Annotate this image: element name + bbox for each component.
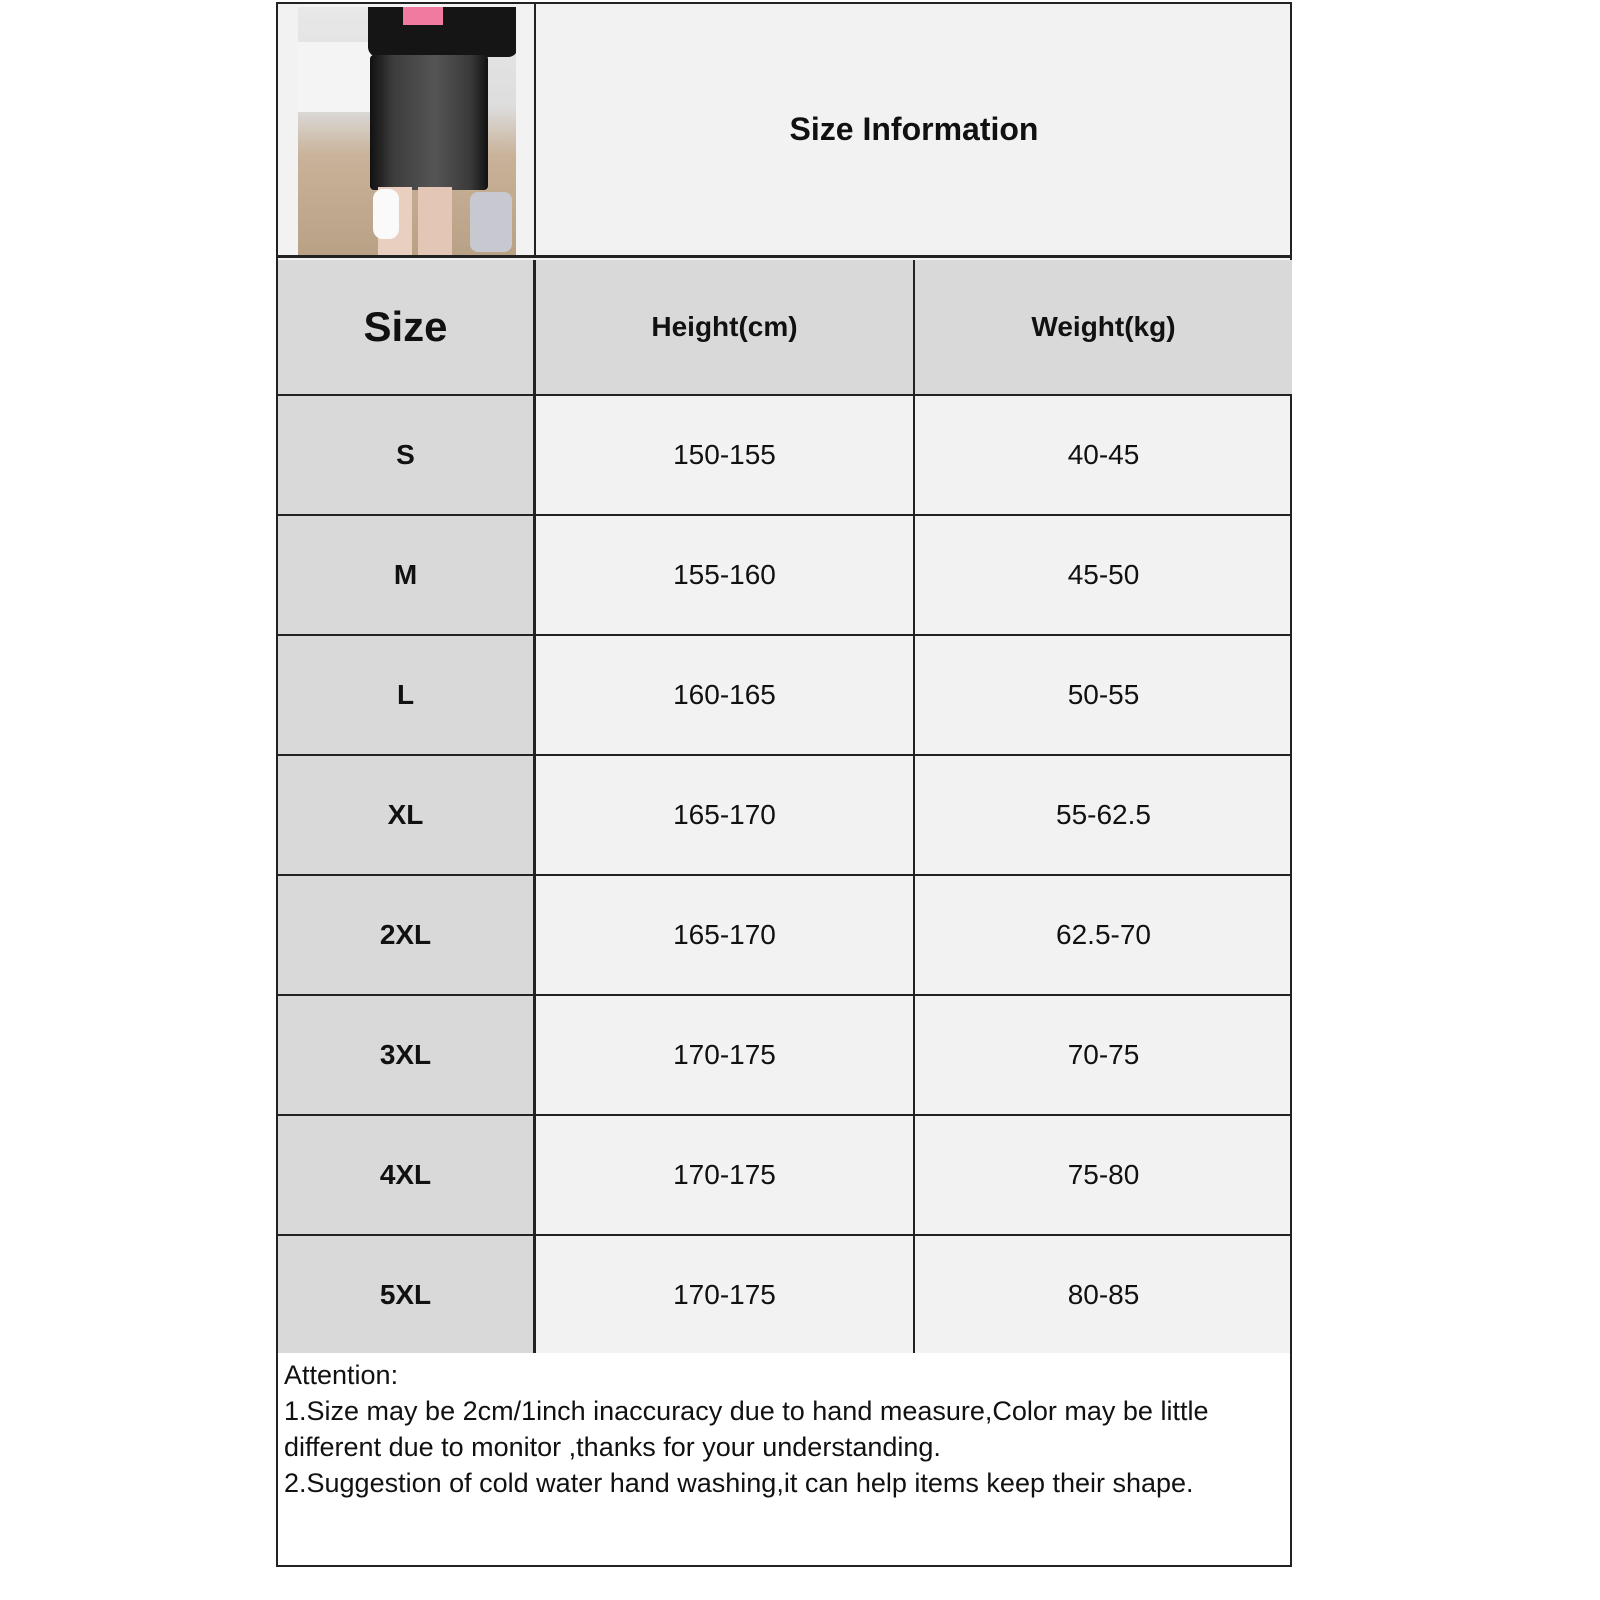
cell-size: L bbox=[278, 636, 536, 756]
cell-height: 170-175 bbox=[536, 1236, 915, 1356]
note-line: 2.Suggestion of cold water hand washing,… bbox=[284, 1468, 1194, 1498]
page-title: Size Information bbox=[536, 4, 1292, 258]
size-chart-table: Size Information Size Height(cm) Weight(… bbox=[276, 2, 1292, 1567]
cell-size: 5XL bbox=[278, 1236, 536, 1356]
notes-heading: Attention: bbox=[284, 1360, 399, 1390]
cell-weight: 45-50 bbox=[915, 516, 1292, 636]
cell-size: 4XL bbox=[278, 1116, 536, 1236]
cell-size: XL bbox=[278, 756, 536, 876]
note-line: 1.Size may be 2cm/1inch inaccuracy due t… bbox=[284, 1396, 1209, 1462]
cell-height: 155-160 bbox=[536, 516, 915, 636]
cell-size: 3XL bbox=[278, 996, 536, 1116]
cell-weight: 80-85 bbox=[915, 1236, 1292, 1356]
header-size: Size bbox=[278, 260, 536, 396]
cell-weight: 62.5-70 bbox=[915, 876, 1292, 996]
cell-weight: 75-80 bbox=[915, 1116, 1292, 1236]
product-photo bbox=[298, 7, 516, 255]
cell-height: 165-170 bbox=[536, 876, 915, 996]
cell-weight: 55-62.5 bbox=[915, 756, 1292, 876]
cell-weight: 40-45 bbox=[915, 396, 1292, 516]
cell-height: 170-175 bbox=[536, 1116, 915, 1236]
cell-size: S bbox=[278, 396, 536, 516]
cell-height: 160-165 bbox=[536, 636, 915, 756]
cell-height: 150-155 bbox=[536, 396, 915, 516]
header-height: Height(cm) bbox=[536, 260, 915, 396]
cell-weight: 50-55 bbox=[915, 636, 1292, 756]
cell-weight: 70-75 bbox=[915, 996, 1292, 1116]
product-photo-cell bbox=[278, 4, 536, 258]
cell-height: 170-175 bbox=[536, 996, 915, 1116]
cell-height: 165-170 bbox=[536, 756, 915, 876]
cell-size: 2XL bbox=[278, 876, 536, 996]
attention-notes: Attention: 1.Size may be 2cm/1inch inacc… bbox=[278, 1353, 1290, 1565]
cell-size: M bbox=[278, 516, 536, 636]
header-weight: Weight(kg) bbox=[915, 260, 1292, 396]
